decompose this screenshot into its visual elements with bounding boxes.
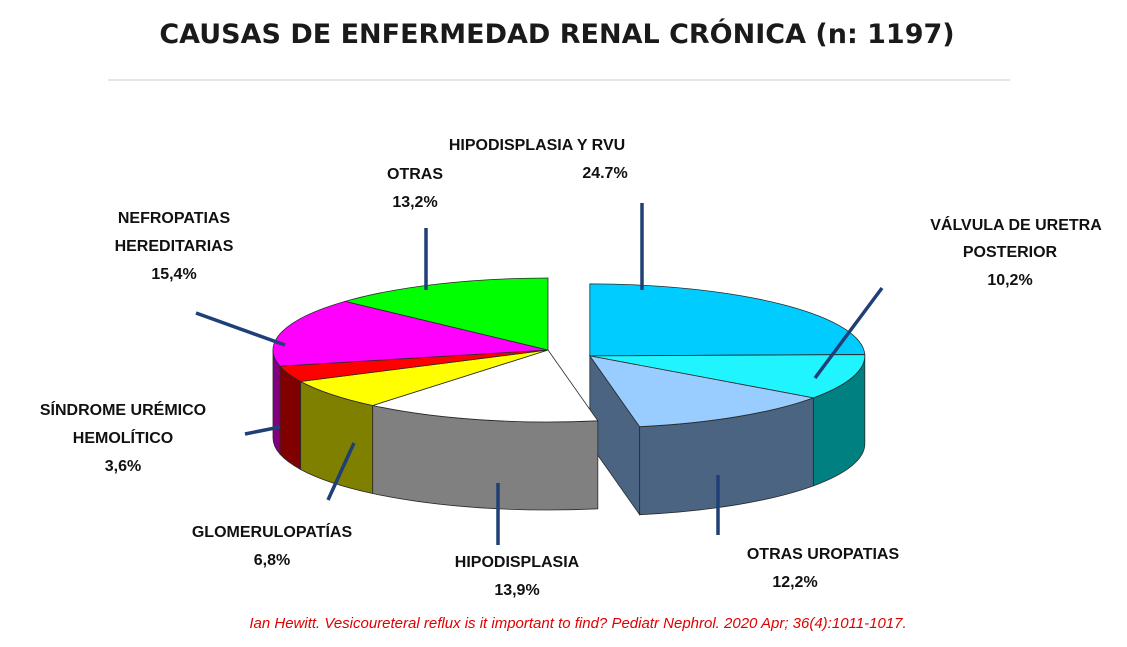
pie-slices <box>272 277 866 428</box>
slice-name-label: SÍNDROME URÉMICO <box>40 400 206 419</box>
slice-value-label: 6,8% <box>254 552 290 569</box>
slice-label: VÁLVULA DE URETRA POSTERIOR 10,2% <box>930 215 1102 289</box>
slice-labels: HIPODISPLASIA Y RVU 24.7% VÁLVULA DE URETR… <box>40 137 1102 599</box>
slice-label: OTRAS 13,2% <box>387 166 443 211</box>
slice-otras <box>343 277 549 351</box>
slice-value-label: 13,9% <box>494 582 539 599</box>
slice-valvula-de-uretra-posterior <box>589 354 866 399</box>
chart-title: CAUSAS DE ENFERMEDAD RENAL CRÓNICA (n: 1… <box>159 18 954 50</box>
slice-glomerulopatias <box>299 349 549 406</box>
slice-name-label: NEFROPATIAS <box>118 210 231 227</box>
slice-name-label: HIPODISPLASIA Y RVU <box>449 137 625 154</box>
slice-name-label: HEMOLÍTICO <box>73 428 173 447</box>
slice-label: SÍNDROME URÉMICO HEMOLÍTICO 3,6% <box>40 400 206 475</box>
slice-hipodisplasia-y-rvu <box>589 283 866 357</box>
slice-name-label: HIPODISPLASIA <box>455 554 580 571</box>
leader-lines <box>195 203 884 545</box>
slice-name-label: HEREDITARIAS <box>115 238 234 255</box>
slice-value-label: 12,2% <box>772 574 817 591</box>
slice-otras-uropatias <box>588 355 815 428</box>
slice-label: NEFROPATIAS HEREDITARIAS 15,4% <box>115 210 234 283</box>
slice-nefropatias-hereditarias <box>272 300 549 367</box>
slice-name-label: POSTERIOR <box>963 244 1058 261</box>
slice-label: OTRAS UROPATIAS 12,2% <box>747 546 900 591</box>
leader-line <box>813 286 884 380</box>
slice-name-label: VÁLVULA DE URETRA <box>930 215 1102 234</box>
slice-value-label: 13,2% <box>392 194 437 211</box>
slice-side <box>272 349 281 456</box>
slice-value-label: 3,6% <box>105 458 141 475</box>
leader-line <box>326 442 356 501</box>
slice-name-label: GLOMERULOPATÍAS <box>192 522 353 541</box>
slice-name-label: OTRAS UROPATIAS <box>747 546 900 563</box>
leader-line <box>244 425 281 436</box>
slice-label: HIPODISPLASIA 13,9% <box>455 554 580 599</box>
slice-hipodisplasia <box>371 349 599 423</box>
slice-label: GLOMERULOPATÍAS 6,8% <box>192 522 353 569</box>
leader-line <box>195 311 286 347</box>
citation: Ian Hewitt. Vesicoureteral reflux is it … <box>249 615 906 632</box>
slice-name-label: OTRAS <box>387 166 443 183</box>
slice-value-label: 24.7% <box>582 165 627 182</box>
slice-side <box>279 365 302 471</box>
slice-value-label: 15,4% <box>151 266 196 283</box>
slice-value-label: 10,2% <box>987 272 1032 289</box>
slice-label: HIPODISPLASIA Y RVU 24.7% <box>449 137 628 182</box>
